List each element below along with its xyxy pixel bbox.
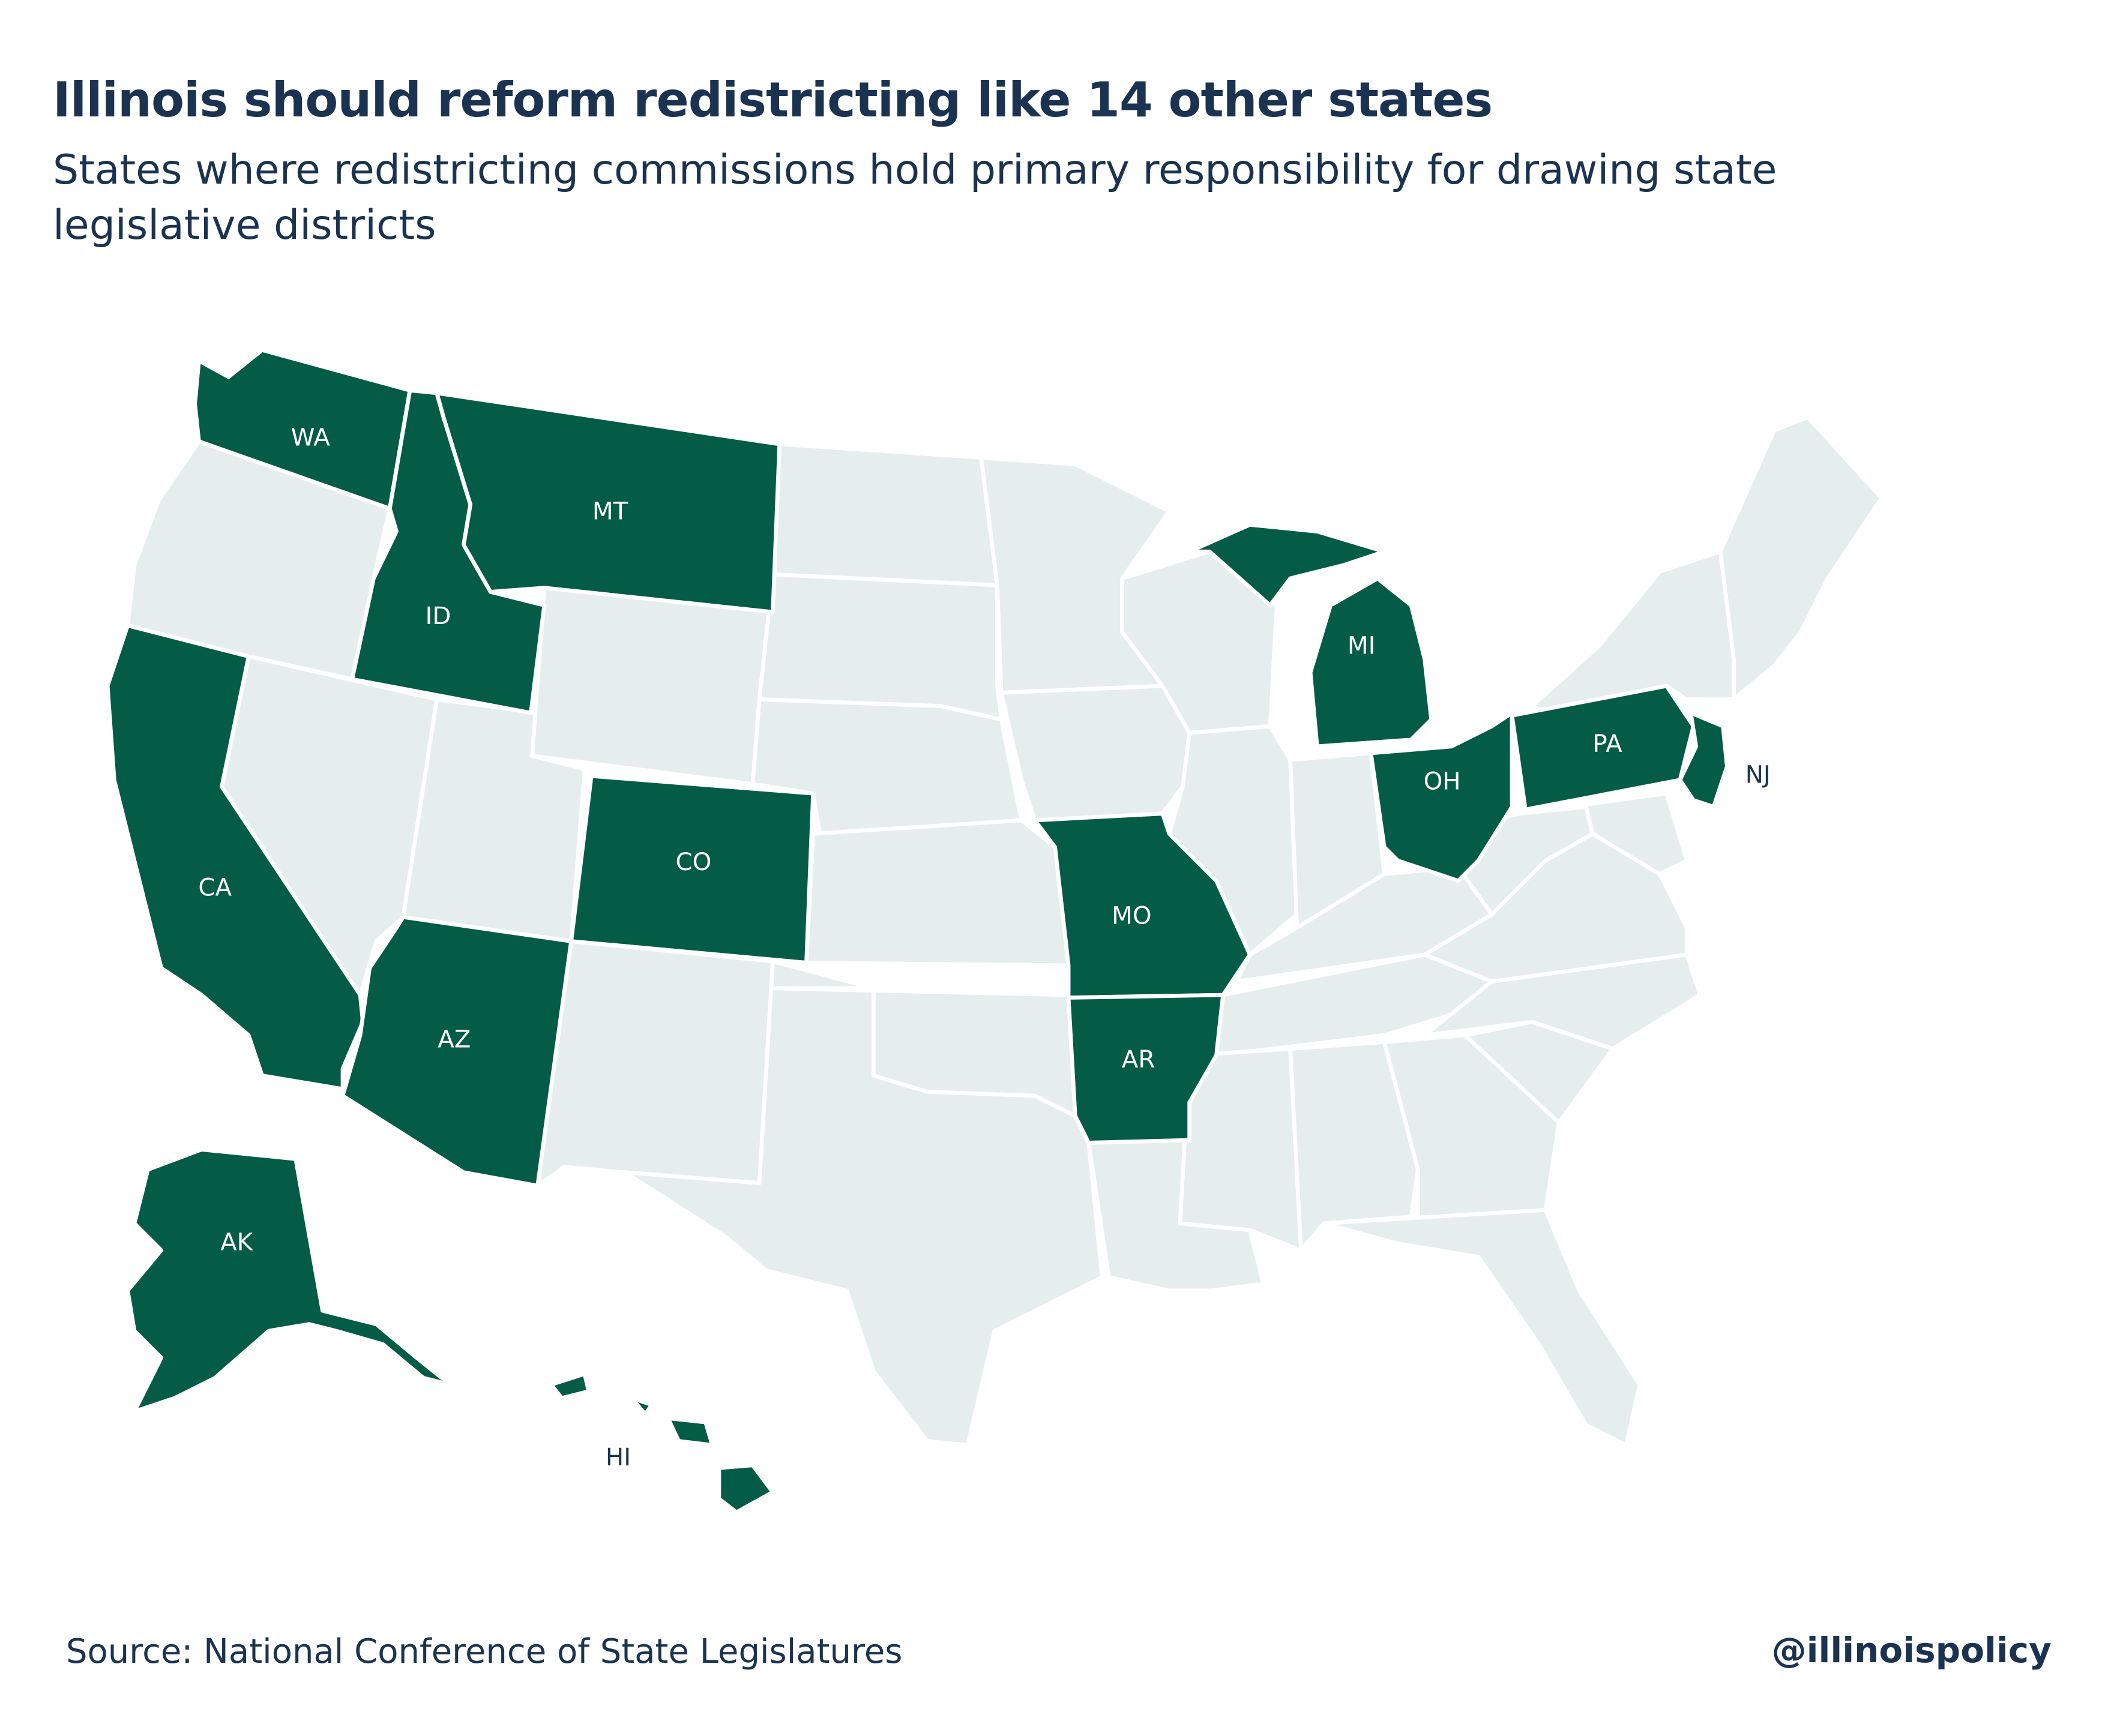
state-pa bbox=[1510, 683, 1696, 812]
label-mt: MT bbox=[592, 497, 628, 525]
state-mt bbox=[435, 391, 782, 614]
label-ak: AK bbox=[220, 1228, 254, 1257]
label-co: CO bbox=[675, 848, 711, 876]
map-subtitle: States where redistricting commissions h… bbox=[53, 146, 1777, 249]
label-ca: CA bbox=[198, 873, 232, 901]
state-ar bbox=[1066, 993, 1225, 1145]
state-sd bbox=[757, 572, 1004, 722]
label-az: AZ bbox=[438, 1025, 471, 1053]
state-mo bbox=[1032, 811, 1252, 1000]
state-ks bbox=[804, 818, 1071, 968]
state-nm bbox=[535, 939, 775, 1188]
state-co bbox=[569, 773, 816, 965]
state-ia bbox=[999, 683, 1199, 823]
label-hi: HI bbox=[606, 1443, 631, 1471]
label-id: ID bbox=[425, 602, 451, 630]
state-nj bbox=[1678, 710, 1729, 809]
state-fl bbox=[1322, 1208, 1642, 1447]
label-mo: MO bbox=[1112, 901, 1152, 930]
label-ar: AR bbox=[1122, 1045, 1155, 1074]
state-md bbox=[1516, 791, 1689, 876]
state-az bbox=[340, 915, 573, 1188]
social-handle: @illinoispolicy bbox=[1771, 1630, 2052, 1671]
map-title: Illinois should reform redistricting lik… bbox=[53, 72, 1493, 128]
label-pa: PA bbox=[1592, 730, 1622, 758]
state-oh bbox=[1369, 710, 1514, 883]
label-wa: WA bbox=[291, 423, 331, 451]
us-map: WA MT ID CA CO AZ MO AR MI OH PA AK NJ H… bbox=[0, 0, 1884, 1515]
state-ak bbox=[125, 1147, 453, 1414]
label-oh: OH bbox=[1424, 767, 1461, 796]
label-nj: NJ bbox=[1745, 760, 1771, 788]
state-mi bbox=[1187, 523, 1434, 749]
state-ms bbox=[1178, 1047, 1303, 1252]
label-mi: MI bbox=[1348, 631, 1376, 659]
state-hi bbox=[549, 1372, 775, 1515]
state-ny bbox=[1530, 549, 1736, 715]
state-nd bbox=[771, 442, 999, 587]
state-new-england bbox=[1718, 415, 1884, 701]
state-wy bbox=[530, 586, 775, 786]
source-note: Source: National Conference of State Leg… bbox=[66, 1632, 903, 1671]
state-ca bbox=[105, 623, 365, 1092]
